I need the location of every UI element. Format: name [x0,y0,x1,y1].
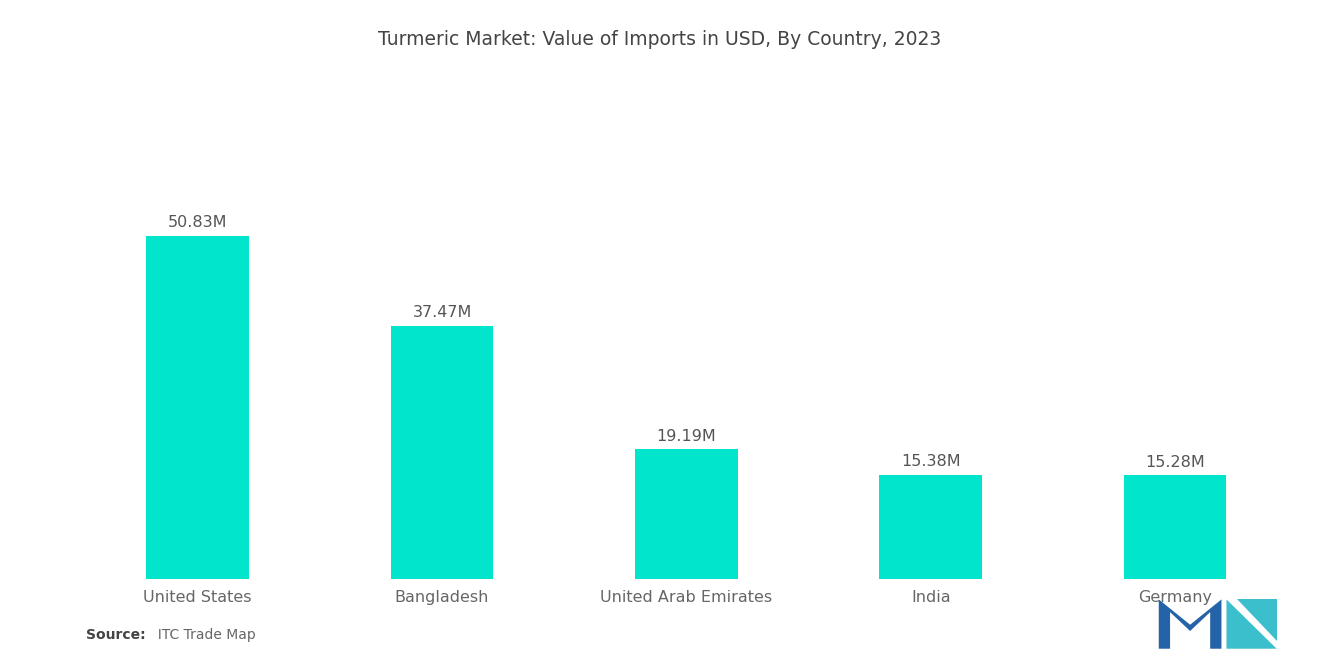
Text: 50.83M: 50.83M [168,215,227,230]
Text: 37.47M: 37.47M [412,305,471,321]
Text: 19.19M: 19.19M [656,429,717,444]
Text: Source:: Source: [86,628,145,642]
Bar [879,475,982,579]
Text: 15.38M: 15.38M [902,454,961,469]
Bar [391,326,494,579]
Text: 15.28M: 15.28M [1146,455,1205,470]
Bar [147,235,249,579]
Text: Turmeric Market: Value of Imports in USD, By Country, 2023: Turmeric Market: Value of Imports in USD… [379,30,941,49]
Bar [635,449,738,579]
Text: ITC Trade Map: ITC Trade Map [149,628,256,642]
Bar [1123,475,1226,579]
